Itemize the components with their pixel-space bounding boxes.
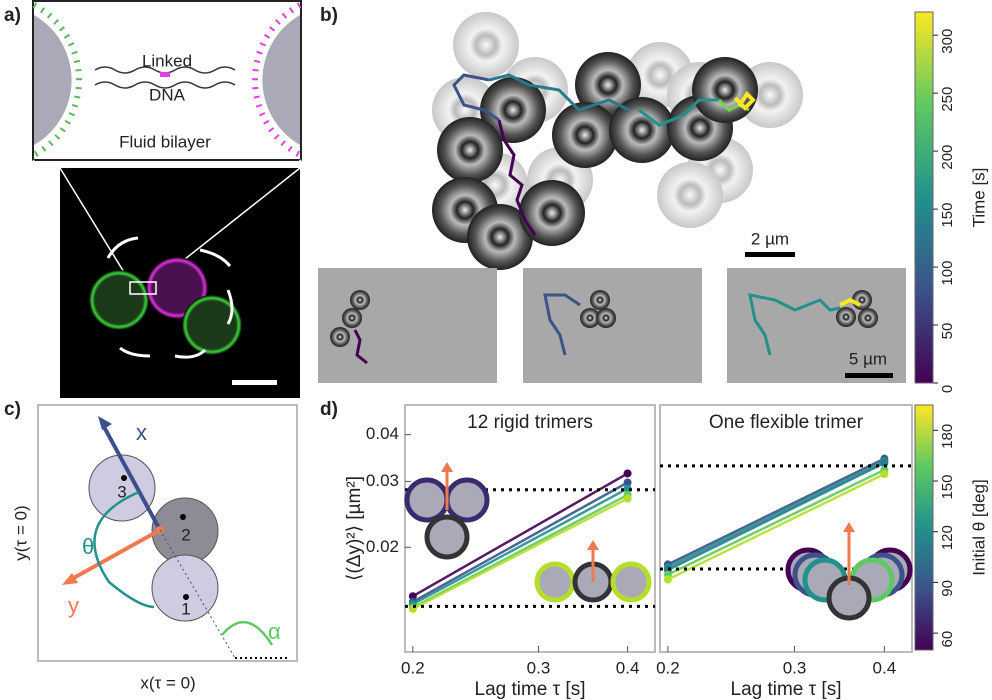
chart-title: One flexible trimer [709, 412, 864, 433]
particle-label: 3 [117, 482, 126, 501]
axis-label: y [68, 593, 79, 618]
x-tick-label: 0.3 [527, 658, 551, 677]
y-tick-label: 0.03 [366, 471, 399, 490]
colorbar [915, 405, 933, 650]
y-axis-title: ⟨(Δy)²⟩ [µm²] [344, 476, 365, 581]
annotation: Linked [142, 51, 192, 70]
y-tick-label: 0.02 [366, 537, 399, 556]
colorbar-tick-label: 250 [939, 87, 956, 112]
scale-label: 5 µm [849, 349, 887, 368]
colorbar [915, 12, 933, 383]
y-tick-label: 0.04 [366, 424, 399, 443]
diagram-c [38, 405, 297, 661]
figure: a) Linked DNA Fluid bilayer b) 2 µm 5 [0, 0, 992, 700]
annotation: DNA [149, 85, 186, 104]
scale-label: 2 µm [751, 229, 789, 248]
axis-title: y(τ = 0) [11, 505, 30, 560]
chart-title: 12 rigid trimers [467, 412, 593, 433]
trajectory-image [318, 12, 906, 383]
colorbar-tick-label: 60 [939, 631, 956, 648]
x-tick-label: 0.4 [616, 658, 640, 677]
data-point [880, 470, 888, 478]
x-tick-label: 0.4 [873, 658, 897, 677]
particle-label: 1 [181, 599, 190, 618]
data-point [624, 469, 632, 477]
x-axis-title: Lag time τ [s] [731, 679, 842, 700]
colorbar-tick-label: 50 [939, 323, 956, 340]
x-axis-title: Lag time τ [s] [475, 679, 586, 700]
data-point [624, 495, 632, 503]
plot-frame [660, 405, 912, 652]
colorbar-tick-label: 90 [939, 580, 956, 597]
axis-label: x [136, 420, 147, 445]
angle-label: α [268, 619, 281, 644]
colorbar-title: Time [s] [969, 168, 988, 228]
panel-label: a) [4, 5, 21, 26]
x-tick-label: 0.3 [783, 658, 807, 677]
colorbar-tick-label: 0 [939, 385, 956, 393]
x-tick-label: 0.2 [401, 658, 425, 677]
colorbar-tick-label: 100 [939, 261, 956, 286]
colorbar-tick-label: 300 [939, 29, 956, 54]
micrograph [33, 160, 301, 398]
annotation: Fluid bilayer [119, 132, 211, 151]
colorbar-title: Initial θ [deg] [969, 479, 988, 575]
colorbar-tick-label: 150 [939, 475, 956, 500]
colorbar-tick-label: 120 [939, 525, 956, 550]
x-tick-label: 0.2 [656, 658, 680, 677]
panel-label: d) [320, 399, 338, 420]
particle-label: 2 [181, 525, 190, 544]
colorbar-tick-label: 200 [939, 145, 956, 170]
data-point [664, 576, 672, 584]
axis-title: x(τ = 0) [140, 673, 195, 692]
panel-label: c) [4, 399, 21, 420]
panel-label: b) [320, 5, 338, 26]
colorbar-tick-label: 180 [939, 424, 956, 449]
angle-label: θ [82, 534, 94, 559]
colorbar-tick-label: 150 [939, 203, 956, 228]
